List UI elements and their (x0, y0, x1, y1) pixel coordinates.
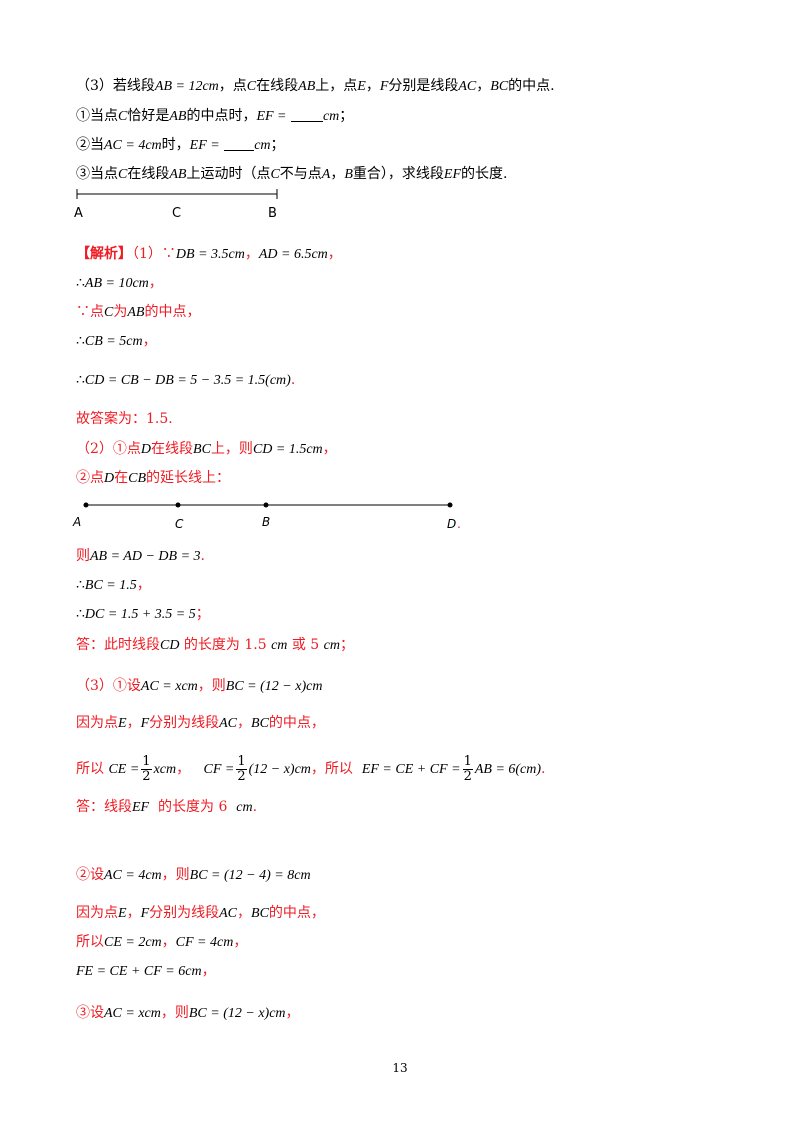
answer-line: 故答案为：1.5. (76, 411, 173, 427)
answer-blank (224, 136, 255, 151)
solution-line: ②点D在CB的延长线上： (76, 470, 231, 486)
solution-line: ∴DC = 1.5 + 3.5 = 5； (76, 606, 210, 622)
answer-line: 答：此时线段CD 的长度为 1.5 cm 或 5 cm； (76, 637, 354, 653)
solution-part-3-start: （3）①设AC = xcm，则BC = (12 − x)cm (76, 678, 323, 694)
point-label-c: C (175, 517, 184, 531)
question-3-part-2: ②当AC = 4cm时，EF = cm； (76, 136, 285, 153)
point-label-d: D (447, 517, 456, 531)
solution-fraction-line: 所以 CE = 1 2 xcm， CF = 1 2 (12 − x)cm，所以 EF = C… (76, 753, 546, 784)
solution-line: ∴AB = 10cm， (76, 275, 163, 291)
solution-line: ∴BC = 1.5， (76, 577, 151, 593)
point-d-dot (447, 502, 453, 508)
solution-line: ∴CB = 5cm， (76, 333, 157, 349)
segment-figure-2: A C B D . (72, 502, 461, 531)
solution-part-1-start: 【解析】（1）∵DB = 3.5cm，AD = 6.5cm， (76, 246, 342, 262)
solution-line: ∴CD = CB − DB = 5 − 3.5 = 1.5(cm). (76, 372, 296, 388)
answer-blank (290, 107, 323, 122)
point-label-b: B (268, 206, 277, 221)
solution-part-2-start: （2）①点D在线段BC上，则CD = 1.5cm， (76, 441, 337, 457)
solution-line: 因为点E，F分别为线段AC，BC的中点， (76, 715, 325, 731)
point-label-a: A (74, 206, 83, 221)
solution-line: ②设AC = 4cm，则BC = (12 − 4) = 8cm (76, 867, 311, 883)
point-c-dot (175, 502, 181, 508)
solution-line: ∵点C为AB的中点， (76, 304, 201, 320)
solution-tag: 【解析】 (76, 246, 132, 262)
answer-line: 答：线段EF 的长度为 6 cm. (76, 799, 258, 815)
point-label-a: A (72, 515, 81, 529)
question-3-part-3: ③当点C在线段AB上运动时（点C不与点A，B重合），求线段EF的长度. (76, 166, 508, 182)
solution-line: 所以CE = 2cm，CF = 4cm， (76, 934, 248, 950)
page-number: 13 (392, 1061, 408, 1075)
solution-line: 因为点E，F分别为线段AC，BC的中点， (76, 905, 325, 921)
point-a-dot (83, 502, 89, 508)
segment-figure-1: A C B (74, 189, 278, 221)
solution-line: FE = CE + CF = 6cm， (76, 963, 216, 979)
question-3-stem: （3）若线段AB = 12cm，点C在线段AB上，点E，F分别是线段AC，BC的… (76, 78, 555, 94)
point-label-b: B (262, 515, 270, 529)
point-label-c: C (172, 206, 181, 221)
period: . (457, 517, 461, 531)
point-b-dot (263, 502, 269, 508)
question-3-part-1: ①当点C恰好是AB的中点时，EF = cm； (76, 107, 354, 124)
solution-line: 则AB = AD − DB = 3. (76, 548, 205, 564)
solution-line: ③设AC = xcm，则BC = (12 − x)cm， (76, 1005, 300, 1021)
